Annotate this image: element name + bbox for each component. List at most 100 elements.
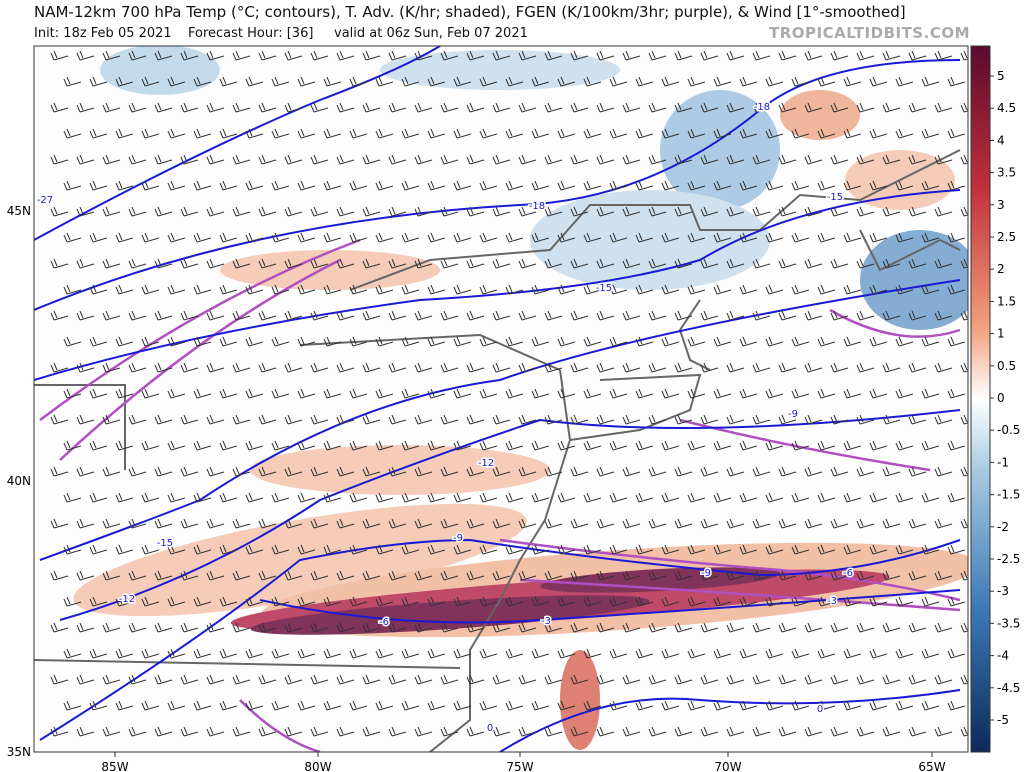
wind-barb — [752, 50, 771, 61]
wind-barb — [297, 76, 316, 87]
wind-barb — [466, 310, 485, 321]
wind-barb — [609, 440, 628, 451]
wind-barb — [440, 310, 459, 321]
wind-barb — [635, 232, 654, 243]
wind-barb — [63, 440, 82, 451]
wind-barb — [284, 258, 303, 269]
wind-barb — [609, 648, 628, 659]
init-time: Init: 18z Feb 05 2021 — [34, 26, 172, 41]
wind-barb — [375, 76, 394, 87]
lon-label: 70W — [714, 760, 741, 772]
lat-label: 35N — [7, 745, 31, 759]
wind-barb — [154, 310, 173, 321]
wind-barb — [128, 310, 147, 321]
wind-barb — [583, 492, 602, 503]
wind-barb — [115, 700, 134, 711]
wind-barb — [50, 674, 69, 685]
wind-barb — [128, 258, 147, 269]
wind-barb — [245, 232, 264, 243]
wind-barb — [219, 76, 238, 87]
colorbar-label: 3.5 — [997, 166, 1016, 180]
wind-barb — [778, 362, 797, 373]
wind-barb — [882, 518, 901, 529]
wind-barb — [76, 726, 95, 737]
wind-barb — [583, 284, 602, 295]
wind-barb — [206, 414, 225, 425]
wind-barb — [479, 336, 498, 347]
wind-barb — [141, 440, 160, 451]
wind-barb — [518, 622, 537, 633]
wind-barb — [674, 258, 693, 269]
wind-barb — [557, 596, 576, 607]
wind-barb — [154, 362, 173, 373]
wind-barb — [765, 284, 784, 295]
wind-barb — [895, 492, 914, 503]
wind-barb — [245, 284, 264, 295]
wind-barb — [50, 310, 69, 321]
wind-barb — [544, 674, 563, 685]
wind-barb — [297, 700, 316, 711]
wind-barb — [830, 570, 849, 581]
wind-barb — [713, 284, 732, 295]
wind-barb — [661, 648, 680, 659]
wind-barb — [908, 414, 927, 425]
wind-barb — [908, 154, 927, 165]
wind-barb — [102, 674, 121, 685]
wind-barb — [817, 180, 836, 191]
wind-barb — [609, 128, 628, 139]
wind-barb — [791, 700, 810, 711]
wind-barb — [193, 596, 212, 607]
wind-barb — [115, 76, 134, 87]
wind-barb — [375, 648, 394, 659]
wind-barb — [778, 310, 797, 321]
wind-barb — [518, 154, 537, 165]
wind-barb — [726, 50, 745, 61]
wind-barb — [362, 570, 381, 581]
wind-barb — [635, 388, 654, 399]
wind-barb — [479, 284, 498, 295]
wind-barb — [778, 50, 797, 61]
wind-barb — [752, 726, 771, 737]
wind-barb — [778, 622, 797, 633]
wind-barb — [661, 388, 680, 399]
wind-barb — [297, 648, 316, 659]
wind-barb — [76, 414, 95, 425]
wind-barb — [284, 310, 303, 321]
wind-barb — [167, 492, 186, 503]
wind-barb — [700, 102, 719, 113]
wind-barb — [531, 544, 550, 555]
wind-barb — [323, 336, 342, 347]
wind-barb — [479, 440, 498, 451]
wind-barb — [50, 518, 69, 529]
wind-barb — [791, 492, 810, 503]
wind-barb — [141, 284, 160, 295]
wind-barb — [102, 414, 121, 425]
wind-barb — [388, 674, 407, 685]
wind-barb — [479, 232, 498, 243]
wind-barb — [219, 336, 238, 347]
wind-barb — [453, 388, 472, 399]
wind-barb — [141, 76, 160, 87]
wind-barb — [856, 102, 875, 113]
wind-barb — [648, 310, 667, 321]
wind-barb — [245, 180, 264, 191]
wind-barb — [817, 440, 836, 451]
wind-barb — [453, 232, 472, 243]
wind-barb — [102, 206, 121, 217]
wind-barb — [817, 544, 836, 555]
wind-barb — [661, 128, 680, 139]
wind-barb — [492, 102, 511, 113]
lon-label: 75W — [506, 760, 533, 772]
wind-barb — [141, 648, 160, 659]
wind-barb — [921, 76, 940, 87]
wind-barb — [817, 388, 836, 399]
wind-barb — [947, 232, 966, 243]
wind-barb — [765, 232, 784, 243]
wind-barb — [453, 440, 472, 451]
wind-barb — [596, 622, 615, 633]
wind-barb — [869, 232, 888, 243]
wind-barb — [830, 414, 849, 425]
wind-barb — [141, 180, 160, 191]
wind-barb — [752, 414, 771, 425]
wind-barb — [492, 518, 511, 529]
